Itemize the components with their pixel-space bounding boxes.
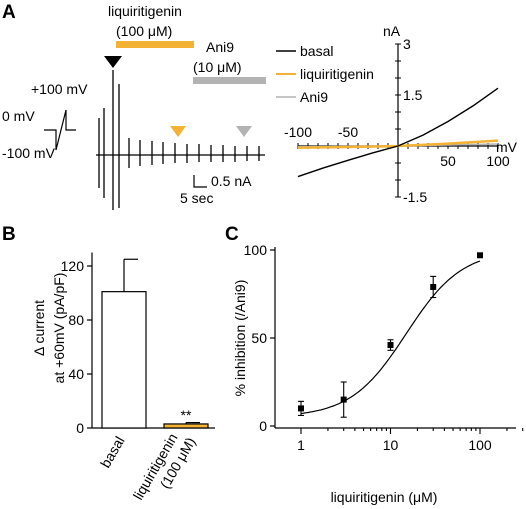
- iv-series-basal: [297, 87, 499, 178]
- ani9-conc-label: (10 μM): [193, 59, 242, 75]
- panel-b-ylabel-line1: Δ current: [31, 300, 47, 356]
- liquiritigenin-marker-arrow: [170, 126, 186, 137]
- panel-b-xtick-basal: basal: [97, 434, 128, 471]
- panel-c-data-point: [340, 396, 347, 403]
- panel-c-y-tick-label: 0: [259, 418, 267, 434]
- scale-current-label: 0.5 nA: [211, 173, 252, 189]
- liquiritigenin-conc-label: (100 μM): [116, 23, 172, 39]
- liquiritigenin-label: liquiritigenin: [108, 3, 182, 19]
- significance-marker: **: [181, 407, 192, 423]
- iv-y-tick-label: -1.5: [403, 189, 427, 205]
- panel-b-y-tick-label: 0: [76, 420, 84, 436]
- panel-c-x-tick-label: 100: [468, 437, 492, 453]
- protocol-mid-label: 0 mV: [2, 108, 35, 124]
- protocol-bottom-label: -100 mV: [2, 145, 56, 161]
- panel-b-plot: 0 40 80 120: [61, 252, 215, 436]
- panel-c-y-tick-label: 100: [244, 242, 268, 258]
- panel-c-plot: 0 50 100 1 10 100: [244, 242, 524, 453]
- panel-c-data-point: [387, 342, 394, 349]
- panel-c-x-tick-label: 1: [297, 437, 305, 453]
- legend-liquiritigenin: liquiritigenin: [300, 66, 374, 82]
- panel-b-y-tick-label: 120: [61, 258, 85, 274]
- panel-c-fit-curve: [300, 260, 481, 415]
- ani9-label: Ani9: [206, 39, 234, 55]
- iv-x-tick-label: 50: [440, 153, 456, 169]
- panel-b-bar-liquiritigenin: [163, 423, 209, 429]
- iv-x-unit: mV: [496, 139, 518, 155]
- iv-y-tick-label: 3: [403, 36, 411, 52]
- basal-marker-arrow: [104, 56, 122, 68]
- iv-x-tick-label: 100: [486, 153, 510, 169]
- panel-c-x-tick-label: 10: [383, 437, 399, 453]
- panel-c-letter: C: [225, 224, 239, 245]
- panel-c-xlabel: liquiritigenin (μM): [331, 489, 438, 505]
- panel-b-y-tick-label: 80: [68, 312, 84, 328]
- legend-ani9: Ani9: [300, 89, 328, 105]
- panel-b-letter: B: [2, 224, 16, 245]
- panel-c-ylabel: % inhibition (/Ani9): [232, 280, 248, 397]
- panel-c-data-point: [430, 283, 437, 290]
- scale-time-label: 5 sec: [180, 190, 213, 206]
- panel-b-y-tick-label: 40: [68, 366, 84, 382]
- current-trace: [96, 70, 265, 210]
- panel-b-ylabel-line2: at +60mV (pA/pF): [51, 273, 67, 384]
- panel-b-bar-basal: [101, 291, 147, 429]
- protocol-top-label: +100 mV: [31, 81, 88, 97]
- ani9-marker-arrow: [236, 126, 252, 137]
- iv-y-unit: nA: [383, 23, 401, 39]
- ani9-application-bar: [193, 77, 266, 84]
- panel-a-letter: A: [2, 2, 16, 23]
- iv-x-tick-label: -100: [284, 124, 312, 140]
- scale-bar: [193, 175, 207, 188]
- iv-y-tick-label: 1.5: [403, 87, 423, 103]
- iv-x-tick-label: -50: [338, 124, 358, 140]
- legend-basal: basal: [300, 43, 333, 59]
- voltage-ramp-protocol: [44, 109, 76, 151]
- panel-c-data-point: [477, 252, 483, 259]
- panel-c-data-point: [298, 405, 304, 412]
- panel-c-y-tick-label: 50: [251, 330, 267, 346]
- liquiritigenin-application-bar: [116, 41, 194, 48]
- iv-plot: 3 1.5 -1.5 -100 -50 50 100: [284, 36, 510, 205]
